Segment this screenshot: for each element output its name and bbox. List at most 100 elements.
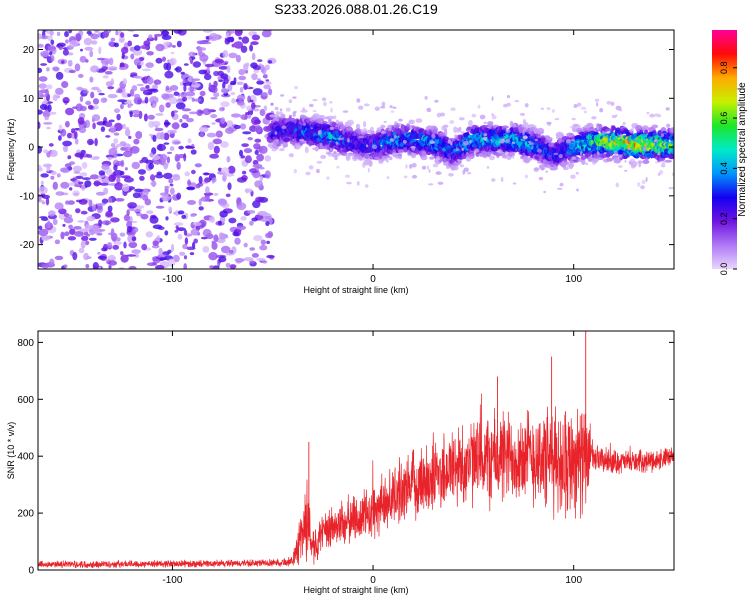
halo-blob <box>390 110 395 113</box>
noise-blob <box>175 102 186 110</box>
noise-blob <box>108 119 115 123</box>
noise-blob <box>64 163 72 168</box>
signal-blob <box>640 133 649 138</box>
noise-blob <box>69 228 76 235</box>
noise-blob <box>38 43 44 48</box>
noise-blob <box>38 200 45 203</box>
noise-blob <box>55 71 64 80</box>
halo-blob <box>503 103 508 108</box>
halo-blob <box>381 101 386 107</box>
halo-blob <box>348 154 352 157</box>
snr-series-line <box>38 393 674 569</box>
noise-blob <box>199 131 205 138</box>
halo-blob <box>638 163 641 168</box>
noise-blob <box>165 102 171 108</box>
halo-blob <box>410 146 416 149</box>
halo-blob <box>562 166 569 171</box>
noise-blob <box>50 39 55 45</box>
noise-blob <box>239 149 243 157</box>
noise-blob <box>213 145 220 154</box>
noise-blob <box>190 149 197 155</box>
noise-blob <box>243 242 248 248</box>
halo-blob <box>591 116 597 120</box>
halo-blob <box>409 164 413 169</box>
noise-blob <box>104 121 113 128</box>
noise-blob <box>90 65 100 73</box>
noise-blob <box>120 254 129 263</box>
noise-blob <box>91 86 100 91</box>
noise-blob <box>163 142 170 145</box>
noise-blob <box>79 55 87 63</box>
noise-blob <box>173 141 181 144</box>
noise-blob <box>213 234 219 243</box>
signal-blob <box>283 137 291 142</box>
noise-blob <box>220 87 229 94</box>
noise-blob <box>184 237 189 245</box>
halo-blob <box>463 140 469 146</box>
halo-blob <box>580 151 583 157</box>
halo-blob <box>599 108 604 113</box>
halo-blob <box>324 116 330 120</box>
noise-blob <box>169 183 174 187</box>
noise-blob <box>134 188 144 193</box>
noise-blob <box>185 96 194 100</box>
noise-blob <box>138 169 146 175</box>
noise-blob <box>108 260 117 266</box>
noise-blob <box>67 236 77 241</box>
signal-blob <box>642 159 650 164</box>
signal-blob <box>501 125 509 129</box>
halo-blob <box>460 131 465 134</box>
noise-blob <box>40 180 44 186</box>
noise-blob <box>119 170 125 176</box>
noise-blob <box>92 114 101 122</box>
noise-blob <box>90 156 100 161</box>
noise-blob <box>238 69 246 76</box>
noise-blob <box>182 82 192 86</box>
noise-blob <box>123 214 130 222</box>
noise-blob <box>240 45 248 53</box>
noise-blob <box>152 134 157 142</box>
noise-blob <box>48 210 56 217</box>
noise-blob <box>40 94 47 98</box>
halo-blob <box>367 167 370 173</box>
noise-blob <box>266 81 272 85</box>
halo-blob <box>479 114 486 120</box>
noise-blob <box>52 218 58 226</box>
halo-blob <box>458 126 462 132</box>
noise-blob <box>38 121 41 130</box>
signal-blob <box>333 151 337 154</box>
noise-blob <box>102 30 109 38</box>
noise-blob <box>261 92 268 97</box>
noise-blob <box>170 51 175 55</box>
noise-blob <box>213 92 220 98</box>
noise-blob <box>160 131 165 140</box>
halo-blob <box>312 99 318 102</box>
halo-blob <box>455 148 460 152</box>
noise-blob <box>198 206 204 211</box>
noise-blob <box>224 173 235 177</box>
noise-blob <box>227 84 233 92</box>
noise-blob <box>187 138 192 144</box>
noise-blob <box>105 81 113 87</box>
halo-blob <box>502 138 505 142</box>
halo-blob <box>380 106 386 109</box>
noise-blob <box>114 108 120 114</box>
noise-blob <box>46 67 50 72</box>
halo-blob <box>619 133 622 139</box>
noise-blob <box>113 241 123 245</box>
noise-blob <box>175 209 179 217</box>
halo-blob <box>346 153 349 156</box>
noise-blob <box>210 97 218 100</box>
halo-blob <box>292 96 297 99</box>
noise-blob <box>73 226 82 230</box>
halo-blob <box>358 135 365 139</box>
noise-blob <box>263 84 271 90</box>
halo-blob <box>365 144 369 148</box>
noise-blob <box>67 59 73 67</box>
noise-blob <box>183 84 187 92</box>
noise-blob <box>187 179 191 187</box>
noise-blob <box>186 117 194 123</box>
halo-blob <box>596 126 600 131</box>
noise-blob <box>262 260 268 264</box>
noise-blob <box>189 252 195 256</box>
